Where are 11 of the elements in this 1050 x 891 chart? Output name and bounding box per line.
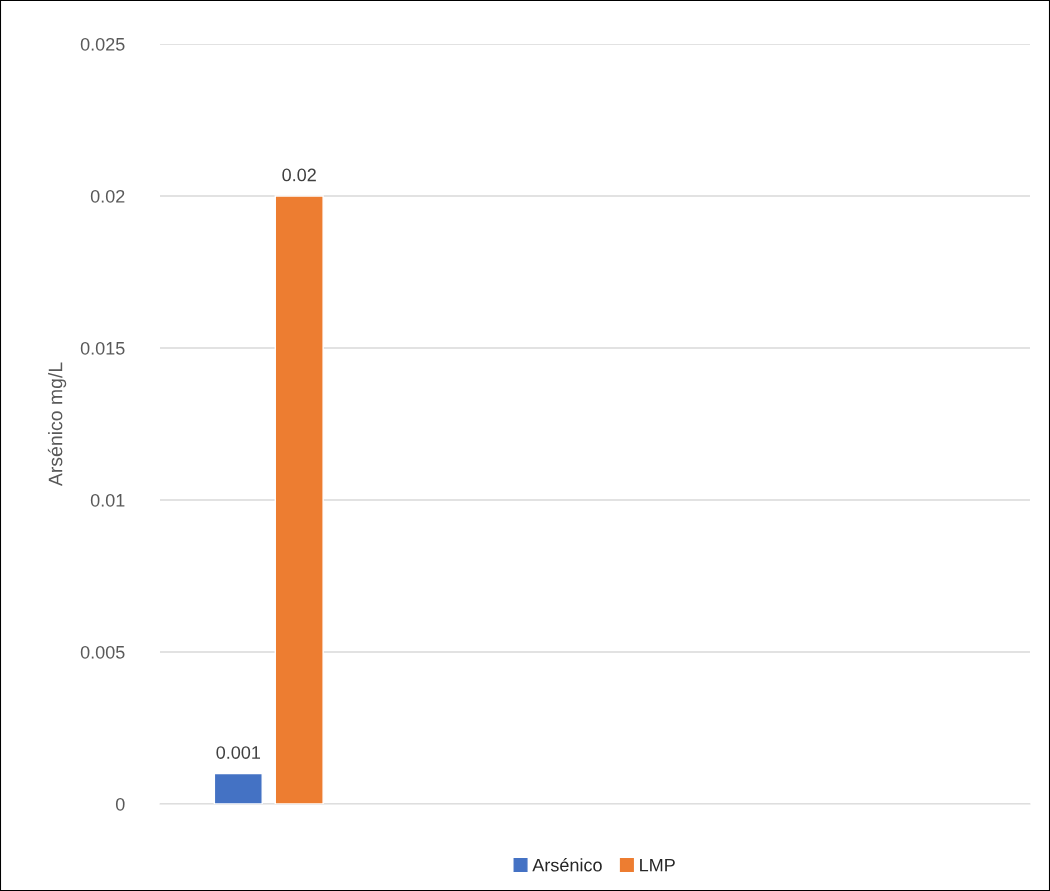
y-tick-label: 0.005	[80, 645, 125, 659]
data-label: 0.02	[282, 168, 316, 182]
legend-label: LMP	[640, 858, 675, 872]
data-label: 0.001	[216, 746, 261, 759]
y-tick-label: 0.025	[80, 37, 125, 51]
y-tick-label: 0.015	[80, 341, 125, 355]
y-tick-label: 0	[115, 797, 125, 811]
y-tick-label: 0.02	[90, 189, 125, 203]
legend-label: Arsénico	[532, 858, 602, 872]
y-axis-title: Arsénico mg/L	[47, 362, 67, 487]
y-tick-label: 0.01	[90, 493, 125, 507]
